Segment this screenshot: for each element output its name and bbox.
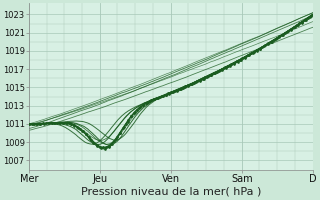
X-axis label: Pression niveau de la mer( hPa ): Pression niveau de la mer( hPa ) [81,187,261,197]
